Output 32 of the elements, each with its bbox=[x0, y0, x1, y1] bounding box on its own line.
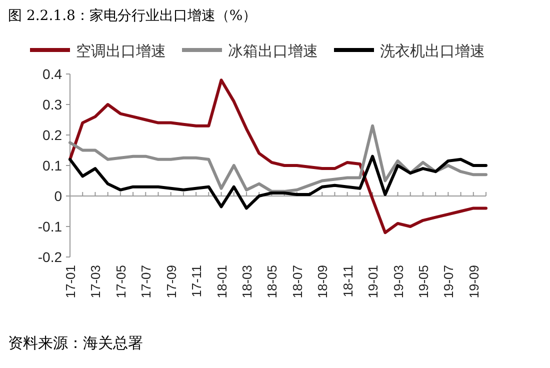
y-tick-label: 0.4 bbox=[42, 66, 62, 82]
line-series bbox=[68, 124, 488, 193]
y-tick-label: 0 bbox=[54, 188, 62, 204]
y-tick-label: 0.1 bbox=[42, 158, 62, 174]
x-tick-label: 19-03 bbox=[390, 265, 406, 298]
line-series bbox=[68, 154, 488, 210]
x-tick-label: 18-05 bbox=[264, 265, 280, 298]
x-tick-label: 17-01 bbox=[63, 265, 78, 298]
line-series bbox=[68, 78, 488, 234]
legend-label: 空调出口增速 bbox=[76, 42, 166, 60]
y-tick-label: 0.3 bbox=[42, 96, 62, 112]
x-tick-label: 18-07 bbox=[290, 265, 305, 298]
x-tick-label: 17-05 bbox=[113, 265, 128, 298]
x-tick-label: 17-07 bbox=[138, 265, 154, 298]
y-tick-label: -0.2 bbox=[38, 249, 62, 265]
legend-label: 洗衣机出口增速 bbox=[380, 42, 485, 60]
x-tick-label: 17-09 bbox=[164, 265, 179, 298]
x-tick-label: 17-11 bbox=[189, 265, 204, 298]
chart-title: 图 2.2.1.8：家电分行业出口增速（%） bbox=[8, 8, 257, 24]
x-tick-label: 19-07 bbox=[441, 265, 456, 298]
legend-label: 冰箱出口增速 bbox=[228, 42, 318, 60]
x-tick-label: 18-11 bbox=[340, 265, 356, 298]
x-tick-label: 19-01 bbox=[366, 265, 381, 298]
x-tick-label: 18-09 bbox=[315, 265, 330, 298]
x-tick-label: 17-03 bbox=[88, 265, 104, 298]
x-tick-label: 19-09 bbox=[466, 265, 482, 298]
x-tick-label: 19-05 bbox=[416, 265, 431, 298]
y-tick-label: 0.2 bbox=[42, 127, 62, 143]
text: 资料来源：海关总署 bbox=[8, 334, 143, 352]
y-tick-label: -0.1 bbox=[38, 218, 62, 234]
x-tick-label: 18-01 bbox=[214, 265, 230, 298]
x-tick-label: 18-03 bbox=[239, 265, 254, 298]
